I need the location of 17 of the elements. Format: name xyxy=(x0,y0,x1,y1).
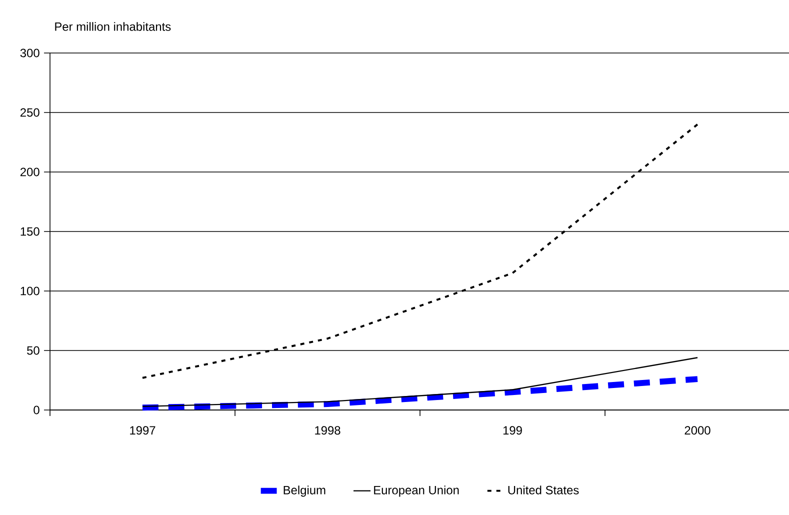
x-tick-label: 1997 xyxy=(130,426,156,435)
y-axis-title: Per million inhabitants xyxy=(55,22,171,31)
y-tick-label: 0 xyxy=(34,406,40,414)
y-tick-label: 300 xyxy=(20,48,40,58)
legend-label: European Union xyxy=(374,486,459,497)
y-tick-label: 150 xyxy=(20,227,40,236)
x-tick-label: 199 xyxy=(503,426,522,435)
legend-label: United States xyxy=(508,486,579,494)
y-tick-label: 250 xyxy=(20,108,40,117)
line-series xyxy=(142,357,698,408)
x-tick-label: 1998 xyxy=(315,426,340,435)
line-series xyxy=(142,123,699,379)
y-tick-label: 200 xyxy=(20,168,40,176)
y-tick-label: 100 xyxy=(20,286,40,296)
legend-label: Belgium xyxy=(284,486,326,497)
x-tick-label: 2000 xyxy=(684,426,710,435)
y-tick-label: 50 xyxy=(27,346,40,355)
